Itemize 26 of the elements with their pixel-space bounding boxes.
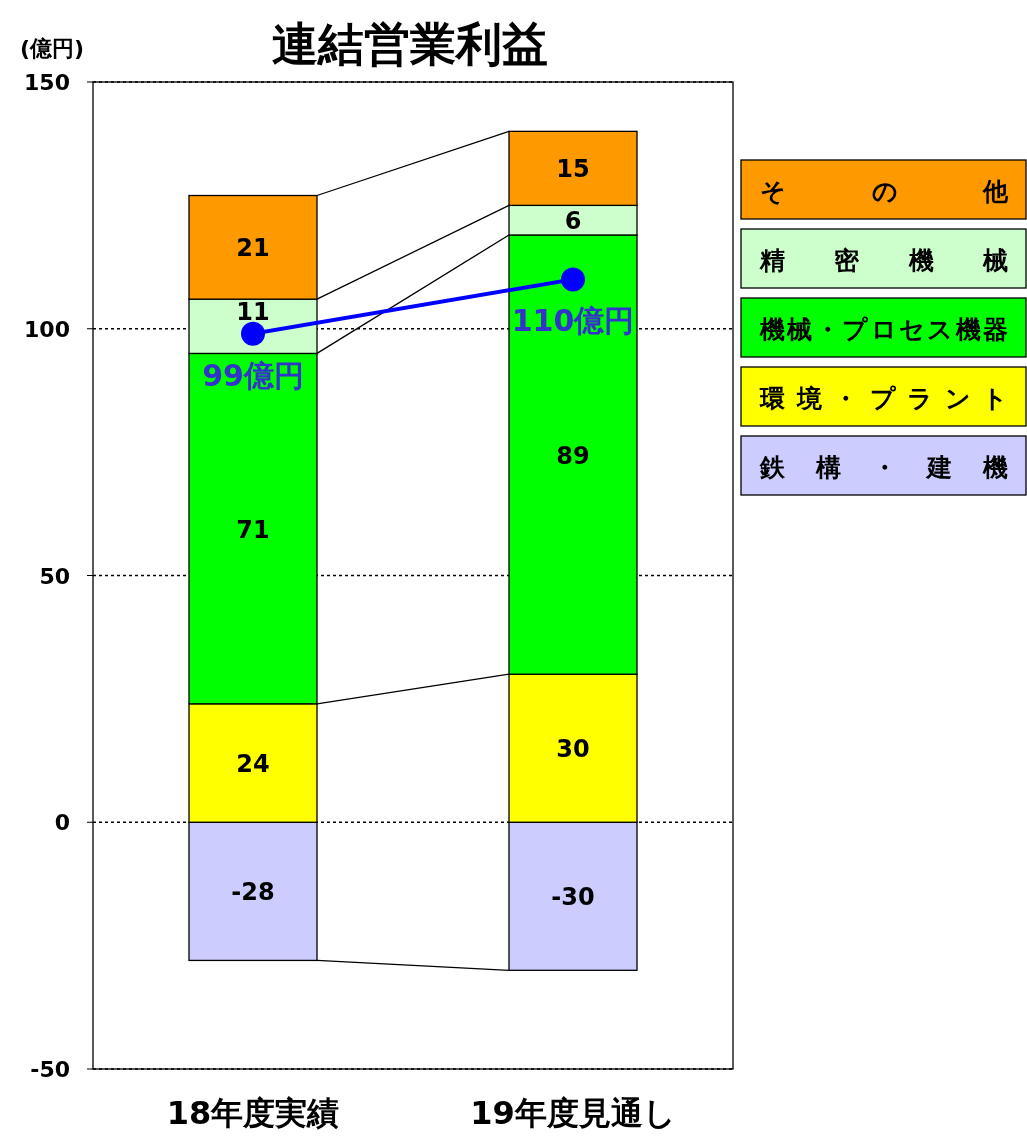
x-tick-label: 18年度実績 [166, 1094, 340, 1132]
text: 環境・プラント [759, 384, 1008, 413]
y-tick-label: 0 [54, 810, 70, 836]
text: その他 [760, 177, 1009, 206]
data-label: 30 [556, 735, 590, 764]
y-tick-label: -50 [30, 1057, 70, 1082]
data-label: -28 [231, 878, 275, 907]
data-label: 11 [236, 298, 270, 327]
chart-title: 連結営業利益 [272, 17, 548, 71]
text: 機械・プロセス機器 [759, 315, 1008, 344]
text: 精密機械 [759, 246, 1008, 275]
data-label: 71 [236, 515, 270, 544]
data-label: 89 [556, 441, 590, 470]
data-label: 110億円 [511, 303, 635, 339]
data-label: -30 [551, 883, 595, 912]
data-label: 99億円 [202, 357, 304, 393]
y-tick-label: 100 [24, 316, 70, 342]
data-label: 15 [556, 155, 590, 184]
data-label: 6 [564, 207, 582, 236]
y-tick-label: 50 [39, 563, 70, 589]
y-axis-title: (億円) [19, 36, 85, 61]
data-label: 24 [236, 750, 270, 779]
x-tick-label: 19年度見通し [470, 1094, 676, 1132]
y-tick-label: 150 [24, 70, 70, 95]
data-label: 21 [236, 234, 270, 263]
text: 鉄構・建機 [759, 453, 1008, 482]
